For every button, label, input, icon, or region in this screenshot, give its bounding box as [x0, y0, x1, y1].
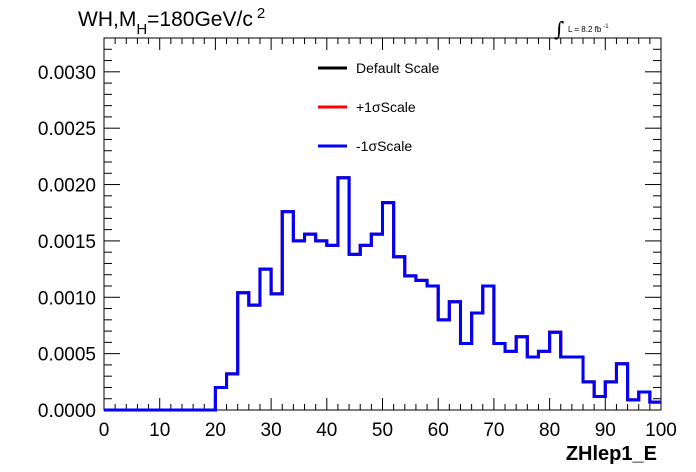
x-tick-label: 10 — [149, 420, 170, 441]
x-tick-label: 70 — [483, 420, 504, 441]
legend-label: -1σScale — [356, 138, 412, 154]
x-axis-label: ZHlep1_E — [566, 443, 657, 465]
series-line — [104, 176, 661, 412]
chart-title-superscript: 2 — [257, 5, 265, 22]
axis-ticks — [103, 37, 662, 411]
y-tick-label: 0.0025 — [38, 119, 96, 140]
y-tick-label: 0.0000 — [38, 401, 96, 422]
x-tick-label: 0 — [99, 420, 110, 441]
integral-sign-icon: ∫ — [554, 17, 564, 41]
y-tick-labels: 0.0000 0.0005 0.0010 0.0015 0.0020 0.0025 0.00… — [38, 63, 96, 422]
x-tick-labels: 0 10 20 30 40 50 60 70 80 90 100 — [99, 420, 677, 441]
x-tick-label: 50 — [372, 420, 393, 441]
svg-text:L = 8.2 fb-1: L = 8.2 fb -1 — [568, 24, 609, 34]
x-tick-label: 20 — [205, 420, 226, 441]
x-tick-label: 30 — [261, 420, 282, 441]
x-tick-label: 100 — [645, 420, 677, 441]
chart-title-subscript: H — [136, 21, 147, 38]
legend-label: Default Scale — [356, 60, 439, 76]
y-tick-label: 0.0015 — [38, 232, 96, 253]
x-tick-label: 80 — [539, 420, 560, 441]
y-tick-label: 0.0010 — [38, 288, 96, 309]
chart-title: WH,MH=180GeV/c 2 — [78, 5, 265, 38]
legend: Default Scale +1σScale -1σScale — [318, 60, 439, 154]
legend-label: +1σScale — [356, 99, 416, 115]
x-tick-label: 60 — [428, 420, 449, 441]
x-tick-label: 40 — [316, 420, 337, 441]
y-tick-label: 0.0020 — [38, 176, 96, 197]
luminosity-label: ∫ L = 8.2 fb -1 — [554, 17, 609, 41]
y-tick-label: 0.0030 — [38, 63, 96, 84]
y-tick-label: 0.0005 — [38, 345, 96, 366]
series-lines — [104, 176, 661, 412]
x-tick-label: 90 — [595, 420, 616, 441]
